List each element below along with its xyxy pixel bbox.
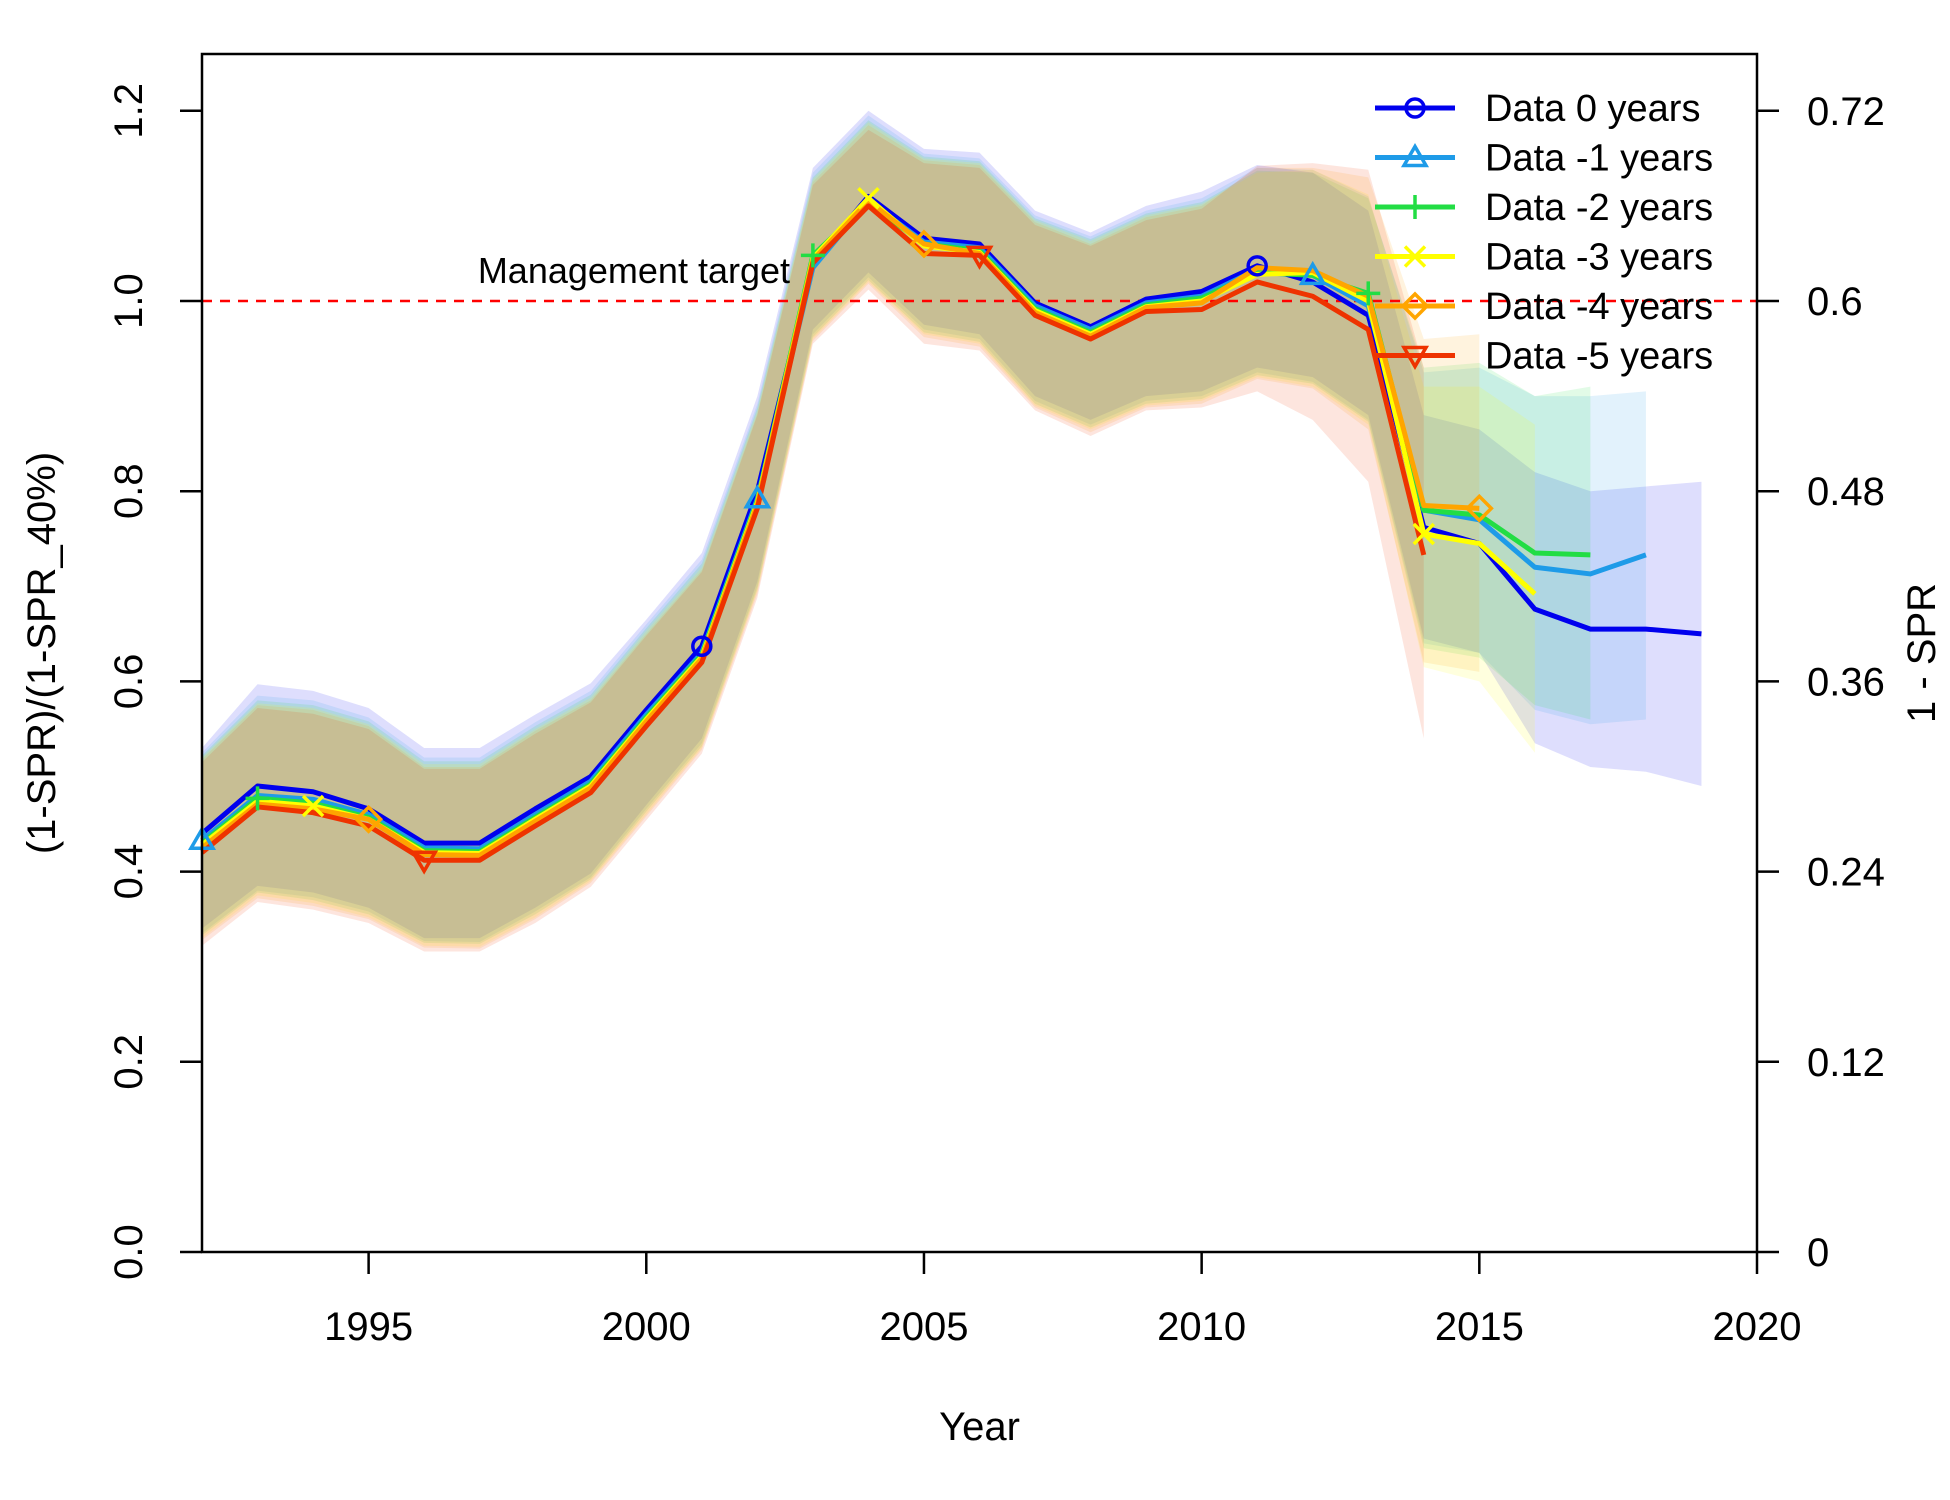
band-4	[202, 125, 1480, 949]
legend-marker-0	[1404, 97, 1426, 119]
x-tick-label: 2005	[879, 1305, 968, 1349]
legend-label-4: Data -4 years	[1485, 286, 1713, 328]
y-right-tick-label: 0	[1807, 1231, 1829, 1275]
x-tick-label: 2020	[1713, 1305, 1802, 1349]
y-right-tick-label: 0.72	[1807, 90, 1885, 134]
series-marker-1	[743, 484, 772, 509]
y-axis-title: (1-SPR)/(1-SPR_40%)	[20, 452, 64, 854]
series-marker-0	[1246, 255, 1268, 277]
series-marker-4	[1464, 493, 1494, 523]
x-axis-title: Year	[939, 1405, 1020, 1449]
series-marker-0	[691, 635, 713, 657]
legend-label-2: Data -2 years	[1485, 187, 1713, 229]
y-tick-label: 1.0	[107, 273, 151, 329]
y-tick-label: 0.0	[107, 1224, 151, 1280]
legend-label-3: Data -3 years	[1485, 237, 1713, 279]
series-marker-3	[1412, 522, 1436, 546]
legend-label-1: Data -1 years	[1485, 138, 1713, 180]
y-axis-right-title: 1 - SPR	[1900, 583, 1944, 723]
x-tick-label: 1995	[324, 1305, 413, 1349]
x-tick-label: 2015	[1435, 1305, 1524, 1349]
y-tick-label: 0.8	[107, 463, 151, 519]
reference-line-group: Management target	[202, 250, 1757, 303]
y-right-tick-label: 0.48	[1807, 470, 1885, 514]
legend-marker-1	[1400, 143, 1430, 168]
series-marker-3	[857, 187, 880, 210]
series-marker-3	[301, 794, 325, 818]
x-tick-label: 2000	[602, 1305, 691, 1349]
series-marker-2	[245, 786, 270, 811]
series-marker-1	[1298, 260, 1327, 286]
y-tick-label: 0.4	[107, 844, 151, 900]
series-marker-5	[410, 850, 439, 875]
legend: Data 0 years Data -1 years Data -2 years Da…	[1375, 88, 1713, 378]
y-right-tick-label: 0.6	[1807, 280, 1863, 324]
band-1	[202, 115, 1646, 942]
legend-label-0: Data 0 years	[1485, 88, 1700, 130]
axes: 1995 2000 2005 2010 2015 2020 0.0 0.2 0.4 0.6 0.8 1…	[107, 52, 1885, 1349]
confidence-bands	[202, 110, 1702, 952]
legend-marker-3	[1403, 245, 1427, 268]
series-marker-4	[354, 804, 384, 834]
legend-marker-2	[1403, 195, 1427, 219]
band-2	[202, 120, 1591, 944]
legend-label-5: Data -5 years	[1485, 336, 1713, 378]
y-right-tick-label: 0.12	[1807, 1041, 1885, 1085]
y-right-tick-label: 0.36	[1807, 660, 1885, 704]
y-tick-label: 0.2	[107, 1034, 151, 1090]
band-0	[202, 110, 1702, 939]
series-marker-2	[800, 243, 825, 268]
management-target-label: Management target	[478, 250, 790, 291]
series-marker-2	[1356, 281, 1381, 306]
legend-marker-4	[1400, 291, 1430, 321]
legend-marker-5	[1400, 345, 1430, 370]
plot-frame	[200, 52, 1759, 1254]
series-line-0	[200, 193, 1702, 846]
x-tick-label: 2010	[1157, 1305, 1246, 1349]
y-tick-label: 1.2	[107, 83, 151, 139]
y-tick-label: 0.6	[107, 654, 151, 710]
band-5	[202, 129, 1424, 952]
series-marker-5	[965, 245, 994, 270]
series-marker-4	[909, 229, 939, 259]
band-3	[202, 122, 1535, 947]
y-right-tick-label: 0.24	[1807, 851, 1885, 895]
